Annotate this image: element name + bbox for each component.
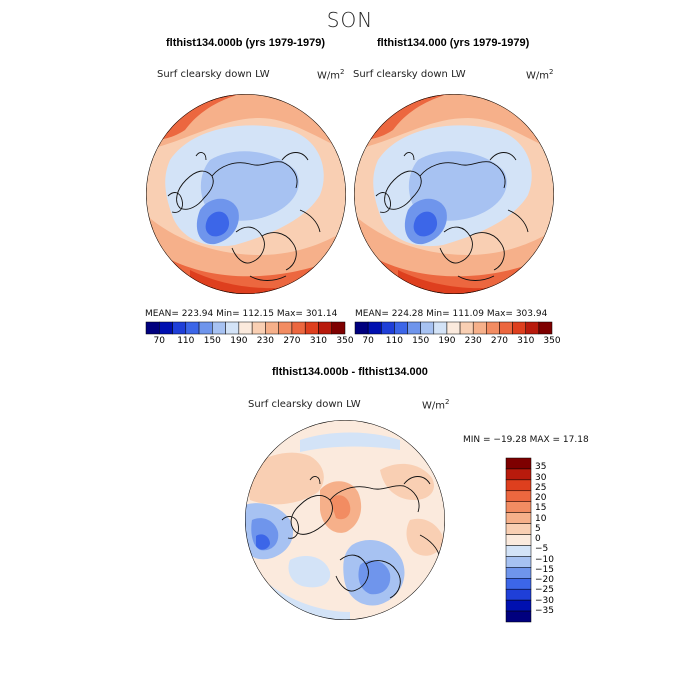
colorbar-swatch — [505, 490, 532, 502]
colorbar-tick-label: 230 — [256, 336, 274, 346]
colorbar-swatch — [291, 321, 306, 335]
colorbar-swatch — [238, 321, 253, 335]
colorbar-swatch — [505, 501, 532, 513]
colorbar-swatch — [505, 599, 532, 612]
colorbar-tick-label: 20 — [535, 493, 547, 503]
diff-colorbar — [505, 457, 532, 623]
colorbar-tick-label: −25 — [535, 585, 554, 596]
colorbar-swatch — [505, 556, 532, 568]
colorbar-swatch — [198, 321, 213, 335]
colorbar-tick-label: 150 — [203, 336, 221, 346]
colorbar-swatch — [381, 321, 395, 335]
colorbar-swatch — [407, 321, 421, 335]
colorbar-swatch — [505, 457, 532, 470]
colorbar-tick-label: −15 — [535, 564, 554, 575]
colorbar-swatch — [505, 567, 532, 579]
panel2-stats: MEAN= 224.28 Min= 111.09 Max= 303.94 — [355, 309, 548, 319]
colorbar-swatch — [185, 321, 200, 335]
colorbar-tick-label: 70 — [153, 336, 165, 346]
colorbar-tick-label: 70 — [362, 336, 374, 346]
colorbar-swatch — [505, 545, 532, 557]
diff-map — [245, 420, 445, 620]
panel2-variable: Surf clearsky down LW — [353, 69, 466, 80]
panel2-title: flthist134.000 (yrs 1979-1979) — [377, 37, 530, 49]
colorbar-swatch — [505, 578, 532, 590]
colorbar-swatch — [318, 321, 332, 335]
panel1-stats: MEAN= 223.94 Min= 112.15 Max= 301.14 — [145, 309, 338, 319]
colorbar-tick-label: 110 — [385, 336, 403, 346]
panel1-colorbar — [145, 321, 346, 335]
colorbar-swatch — [505, 512, 532, 524]
colorbar-tick-label: 270 — [283, 336, 301, 346]
colorbar-swatch — [433, 321, 448, 335]
colorbar-swatch — [525, 321, 540, 335]
season-title: SON — [326, 8, 374, 32]
colorbar-swatch — [505, 588, 532, 601]
colorbar-tick-label: −5 — [535, 544, 549, 555]
colorbar-swatch — [499, 321, 513, 335]
colorbar-swatch — [505, 523, 532, 535]
colorbar-tick-label: 190 — [230, 336, 248, 346]
panel2-units: W/m2 — [526, 68, 554, 82]
diff-stats: MIN = −19.28 MAX = 17.18 — [463, 435, 589, 445]
colorbar-swatch — [512, 321, 526, 335]
colorbar-swatch — [331, 321, 346, 335]
colorbar-swatch — [212, 321, 226, 335]
colorbar-swatch — [505, 534, 532, 546]
colorbar-swatch — [486, 321, 500, 335]
panel1-variable: Surf clearsky down LW — [157, 69, 270, 80]
colorbar-tick-label: 110 — [177, 336, 195, 346]
panel1-map — [146, 94, 346, 294]
colorbar-swatch — [251, 321, 266, 335]
panel2-colorbar — [354, 321, 553, 335]
colorbar-tick-label: −35 — [535, 605, 554, 616]
colorbar-tick-label: 350 — [543, 336, 561, 346]
colorbar-swatch — [145, 321, 160, 335]
colorbar-tick-label: 310 — [309, 336, 328, 346]
colorbar-tick-label: 35 — [535, 462, 547, 473]
colorbar-swatch — [459, 321, 474, 335]
colorbar-swatch — [394, 321, 408, 335]
colorbar-tick-label: 10 — [535, 513, 547, 524]
colorbar-tick-label: 15 — [535, 503, 547, 514]
colorbar-tick-label: 0 — [535, 534, 541, 544]
diff-variable: Surf clearsky down LW — [248, 399, 361, 410]
colorbar-swatch — [420, 321, 435, 335]
colorbar-swatch — [159, 321, 173, 335]
panel1-units: W/m2 — [317, 68, 345, 82]
colorbar-tick-label: 270 — [490, 336, 509, 346]
colorbar-tick-label: 230 — [464, 336, 482, 346]
colorbar-swatch — [354, 321, 369, 335]
diff-title: flthist134.000b - flthist134.000 — [272, 366, 428, 378]
colorbar-swatch — [538, 321, 553, 335]
colorbar-tick-label: 310 — [517, 336, 535, 346]
colorbar-swatch — [472, 321, 487, 335]
diff-units: W/m2 — [422, 398, 450, 412]
colorbar-swatch — [367, 321, 382, 335]
colorbar-swatch — [446, 321, 461, 335]
colorbar-swatch — [265, 321, 279, 335]
colorbar-tick-label: 190 — [438, 336, 456, 346]
colorbar-swatch — [505, 479, 532, 492]
panel2-map — [354, 94, 554, 294]
colorbar-tick-label: 25 — [535, 482, 547, 493]
colorbar-swatch — [278, 321, 293, 335]
colorbar-tick-label: 350 — [336, 336, 354, 346]
colorbar-tick-label: 5 — [535, 523, 541, 534]
colorbar-tick-label: −10 — [535, 554, 554, 565]
panel1-title: flthist134.000b (yrs 1979-1979) — [166, 37, 325, 49]
colorbar-tick-label: −30 — [535, 595, 554, 606]
colorbar-tick-label: 30 — [535, 472, 547, 483]
colorbar-swatch — [172, 321, 187, 335]
colorbar-tick-label: −20 — [535, 575, 554, 585]
colorbar-swatch — [505, 468, 532, 481]
colorbar-tick-label: 150 — [412, 336, 430, 346]
colorbar-swatch — [304, 321, 319, 335]
colorbar-swatch — [505, 610, 532, 623]
colorbar-swatch — [225, 321, 240, 335]
